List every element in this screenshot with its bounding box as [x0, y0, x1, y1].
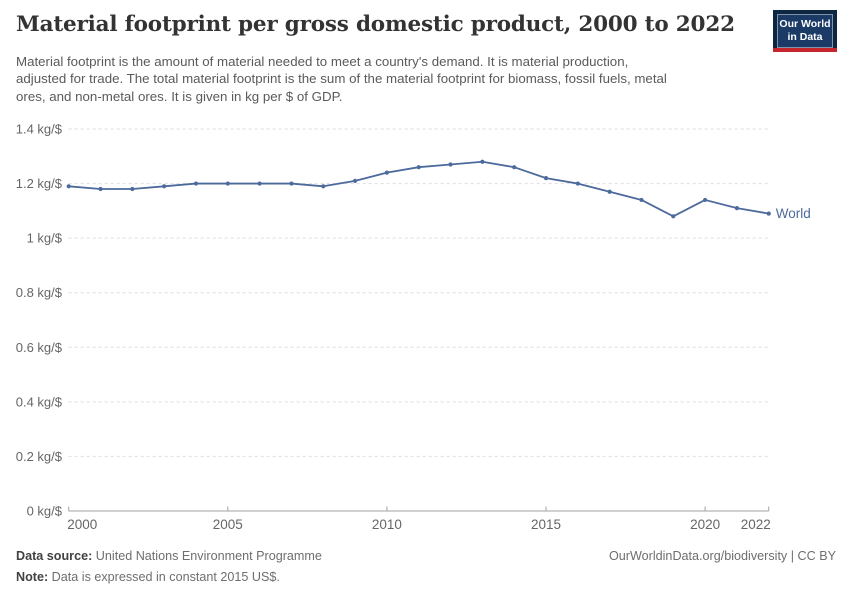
series-line-world — [67, 160, 770, 218]
data-point — [703, 197, 708, 203]
subtitle-line-1: Material footprint is the amount of mate… — [16, 54, 629, 69]
data-point — [193, 181, 199, 186]
x-tick-label: 2020 — [690, 517, 720, 532]
owid-logo-text: Our World in Data — [777, 14, 833, 48]
data-point — [575, 181, 580, 186]
data-point — [98, 186, 103, 192]
subtitle-line-2: adjusted for trade. The total material f… — [16, 71, 667, 87]
data-point — [766, 211, 771, 216]
note-label: Note: — [16, 570, 49, 584]
data-point — [734, 206, 740, 211]
chart-subtitle: Material footprint is the amount of mate… — [16, 53, 667, 105]
data-point — [607, 189, 612, 194]
data-point — [289, 181, 294, 186]
data-point — [384, 170, 389, 175]
data-point — [671, 214, 676, 219]
y-tick-label: 1 kg/$ — [27, 231, 63, 246]
chart-footer: Data source: United Nations Environment … — [16, 546, 836, 588]
data-point — [480, 159, 485, 164]
data-point — [162, 184, 167, 189]
data-source-value: United Nations Environment Programme — [92, 549, 322, 563]
y-tick-label: 0 kg/$ — [27, 504, 63, 519]
data-point — [257, 181, 262, 186]
data-point — [448, 162, 453, 167]
data-source-label: Data source: — [16, 549, 93, 563]
y-tick-label: 0.2 kg/$ — [16, 449, 63, 464]
data-point — [66, 184, 71, 189]
data-point — [639, 197, 644, 203]
x-tick-label: 2000 — [67, 517, 97, 532]
data-point — [512, 165, 517, 170]
x-tick-label: 2022 — [741, 517, 771, 532]
series-end-label: World — [776, 206, 811, 221]
x-tick-label: 2005 — [213, 517, 243, 532]
y-tick-label: 0.8 kg/$ — [16, 285, 63, 300]
x-tick-label: 2015 — [531, 517, 561, 532]
data-point — [130, 186, 135, 192]
data-point — [543, 176, 549, 181]
data-source-line: Data source: United Nations Environment … — [16, 546, 836, 567]
y-tick-label: 0.4 kg/$ — [16, 394, 63, 409]
subtitle-line-3: ores, and non-metal ores. It is given in… — [16, 88, 343, 104]
y-tick-label: 1.2 kg/$ — [16, 176, 63, 191]
note-line: Note: Data is expressed in constant 2015… — [16, 567, 836, 588]
y-tick-label: 0.6 kg/$ — [16, 340, 63, 355]
data-point — [225, 181, 230, 186]
owid-logo: Our World in Data — [773, 10, 837, 52]
data-point — [352, 178, 358, 183]
page-title: Material footprint per gross domestic pr… — [16, 12, 735, 37]
owid-logo-line-1: Our World — [779, 18, 831, 30]
attribution-link[interactable]: OurWorldinData.org/biodiversity | CC BY — [608, 549, 836, 563]
note-value: Data is expressed in constant 2015 US$. — [48, 570, 280, 584]
x-tick-label: 2010 — [372, 517, 402, 532]
owid-logo-line-2: in Data — [787, 31, 823, 43]
data-point — [416, 165, 421, 170]
data-point — [321, 184, 326, 189]
chart-canvas: 0 kg/$ 0.2 kg/$ 0.4 kg/$ 0.6 kg/$ 0.8 kg/$ 1 … — [16, 121, 811, 532]
y-tick-label: 1.4 kg/$ — [16, 121, 63, 136]
